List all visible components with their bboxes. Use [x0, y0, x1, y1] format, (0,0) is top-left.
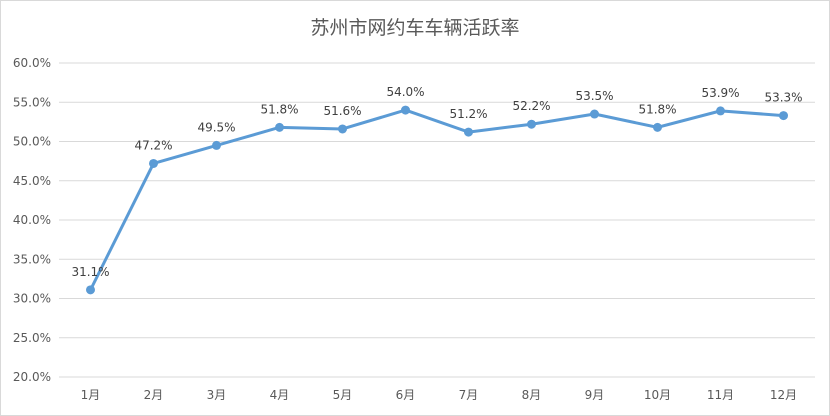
data-label: 53.9% — [701, 86, 739, 100]
data-point — [401, 105, 410, 115]
data-point — [275, 122, 284, 132]
x-tick-label: 3月 — [207, 388, 227, 402]
data-point — [527, 119, 536, 129]
gridlines — [59, 62, 815, 378]
chart-title: 苏州市网约车车辆活跃率 — [310, 17, 520, 39]
x-tick-label: 9月 — [585, 388, 605, 402]
data-point — [86, 285, 95, 295]
y-tick-label: 55.0% — [13, 95, 51, 109]
series-polyline — [89, 108, 785, 292]
x-tick-label: 10月 — [644, 388, 671, 402]
data-point — [653, 122, 662, 132]
data-point — [149, 158, 158, 168]
data-label: 49.5% — [197, 120, 235, 134]
y-tick-label: 40.0% — [13, 213, 51, 227]
data-point — [590, 109, 599, 119]
data-label: 51.8% — [260, 102, 298, 116]
y-axis-ticks: 20.0% 25.0% 30.0% 35.0% 40.0% 45.0% 50.0% 55.0%… — [13, 56, 51, 384]
data-label: 51.6% — [323, 104, 361, 118]
y-tick-label: 60.0% — [13, 56, 51, 70]
data-label: 52.2% — [512, 99, 550, 113]
data-label: 54.0% — [386, 85, 424, 99]
x-tick-label: 6月 — [396, 388, 416, 402]
x-tick-label: 7月 — [459, 388, 479, 402]
data-label: 51.8% — [638, 102, 676, 116]
x-axis-ticks: 1月 2月 3月 4月 5月 6月 7月 8月 9月 10月 11月 12月 — [81, 388, 797, 402]
y-tick-label: 20.0% — [13, 370, 51, 384]
y-tick-label: 50.0% — [13, 135, 51, 149]
data-label: 51.2% — [449, 107, 487, 121]
x-tick-label: 4月 — [270, 388, 290, 402]
x-tick-label: 5月 — [333, 388, 353, 402]
data-labels: 31.1% 47.2% 49.5% 51.8% 51.6% 54.0% 51.2% 52.2%… — [71, 85, 802, 279]
x-tick-label: 12月 — [770, 388, 797, 402]
data-point — [716, 106, 725, 116]
data-label: 53.3% — [764, 91, 802, 105]
data-point — [779, 111, 788, 121]
y-tick-label: 45.0% — [13, 174, 51, 188]
x-tick-label: 8月 — [522, 388, 542, 402]
data-point — [464, 127, 473, 137]
y-tick-label: 30.0% — [13, 292, 51, 306]
x-tick-label: 11月 — [707, 388, 734, 402]
y-tick-label: 35.0% — [13, 252, 51, 266]
y-tick-label: 25.0% — [13, 331, 51, 345]
x-tick-label: 1月 — [81, 388, 101, 402]
data-label: 47.2% — [134, 138, 172, 152]
data-point — [338, 124, 347, 134]
data-label: 31.1% — [71, 265, 109, 279]
data-point — [212, 140, 221, 150]
x-tick-label: 2月 — [144, 388, 164, 402]
series-line — [86, 105, 788, 295]
data-label: 53.5% — [575, 89, 613, 103]
